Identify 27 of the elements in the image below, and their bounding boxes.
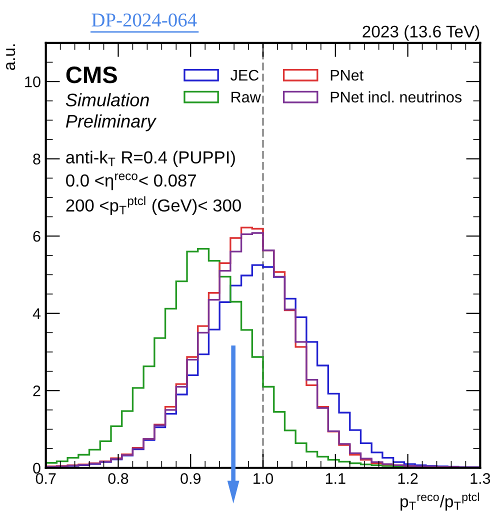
- x-tick-label: 1.2: [398, 473, 418, 484]
- y-tick-label: 6: [33, 230, 40, 242]
- chart-title: 2023 (13.6 TeV): [362, 25, 480, 41]
- annotation: 0.0 <η$^{reco}$< 0.087: [66, 174, 196, 190]
- y-tick-label: 8: [33, 154, 40, 164]
- annotation: Preliminary: [66, 114, 157, 132]
- x-tick-label: 0.7: [36, 473, 56, 484]
- x-tick-label: 0.9: [180, 473, 201, 484]
- x-tick-label: 1.1: [326, 473, 346, 484]
- annotation: anti-k$_{T}$ R=0.4 (PUPPI): [66, 150, 235, 167]
- annotation: CMS: [66, 66, 117, 84]
- x-tick-label: 0.8: [108, 473, 128, 484]
- x-axis-title: p$_{T}$$^{reco}$/p$_{T}$$^{ptcl}$: [400, 492, 479, 511]
- y-tick-label: 2: [33, 385, 40, 396]
- x-tick-label: 1.3: [470, 473, 490, 484]
- text: DP-2024-064: [92, 13, 197, 27]
- y-tick-label: 0: [33, 462, 40, 474]
- legend-label: JEC: [230, 70, 259, 81]
- legend-label: PNet: [330, 70, 364, 81]
- y-axis-title: a.u.: [6, 44, 16, 70]
- annotation: Simulation: [66, 93, 149, 106]
- annotation: 200 <p$_{T}$$^{ptcl}$ (GeV)< 300: [66, 196, 241, 216]
- x-tick-label: 1.0: [254, 473, 274, 484]
- y-tick-label: 10: [25, 76, 40, 88]
- y-tick-label: 4: [32, 308, 41, 319]
- legend-label: Raw: [232, 92, 261, 103]
- legend-label: PNet incl. neutrinos: [330, 91, 462, 103]
